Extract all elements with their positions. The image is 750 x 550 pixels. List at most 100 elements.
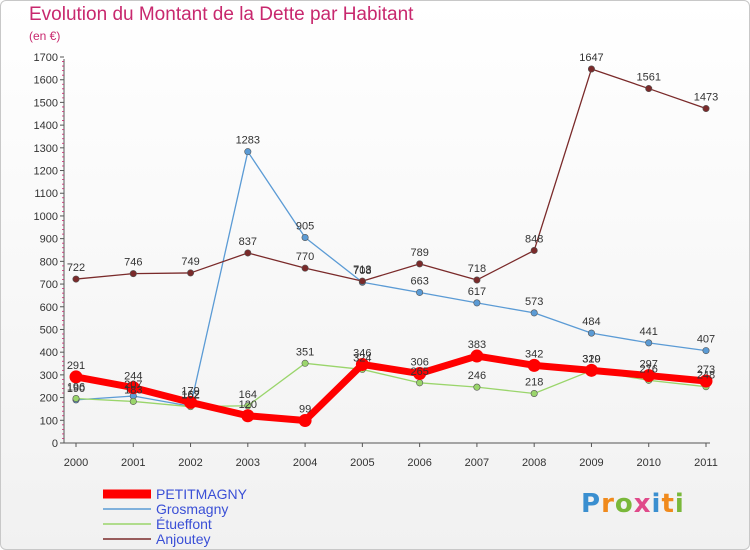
data-label: 905 <box>296 221 314 233</box>
data-label: 306 <box>410 357 428 369</box>
y-tick-label: 1400 <box>34 120 58 132</box>
data-label: 183 <box>124 384 142 396</box>
data-label: 319 <box>582 354 600 366</box>
data-point <box>645 339 653 347</box>
y-tick-label: 1300 <box>34 143 58 155</box>
y-tick-label: 200 <box>40 393 58 405</box>
x-tick-label: 2007 <box>465 457 489 469</box>
data-label: 708 <box>353 265 371 277</box>
data-label: 120 <box>239 399 257 411</box>
data-label: 713 <box>353 264 371 276</box>
data-point <box>527 358 541 372</box>
y-tick-label: 1100 <box>34 188 58 200</box>
data-point <box>530 309 538 317</box>
x-tick-label: 2001 <box>121 457 145 469</box>
data-label: 484 <box>582 316 600 328</box>
series-line-grosmagny <box>75 151 707 407</box>
x-tick-label: 2003 <box>236 457 260 469</box>
data-point <box>473 383 481 391</box>
data-label: 1647 <box>579 52 603 64</box>
data-label: 749 <box>181 256 199 268</box>
data-point <box>184 395 198 409</box>
data-point <box>72 275 80 283</box>
data-label: 722 <box>67 262 85 274</box>
data-point <box>584 363 598 377</box>
data-label: 273 <box>697 364 715 376</box>
data-point <box>470 349 484 363</box>
data-label: 246 <box>468 370 486 382</box>
y-tick-label: 1200 <box>34 166 58 178</box>
data-label: 162 <box>181 390 199 402</box>
y-tick-label: 0 <box>52 438 58 450</box>
data-point <box>241 409 255 423</box>
y-tick-label: 600 <box>40 302 58 314</box>
data-label: 196 <box>67 381 85 393</box>
data-point <box>244 402 252 410</box>
data-label: 342 <box>525 348 543 360</box>
data-label: 179 <box>181 385 199 397</box>
data-point <box>244 148 252 156</box>
data-point <box>358 277 366 285</box>
data-label: 770 <box>296 251 314 263</box>
y-tick-label: 1600 <box>34 75 58 87</box>
legend-label--tueffont: Étueffont <box>156 516 212 532</box>
data-label: 276 <box>640 363 658 375</box>
data-label: 663 <box>410 275 428 287</box>
data-point <box>129 270 137 278</box>
series-line-anjoutey <box>75 68 707 282</box>
data-label: 617 <box>468 286 486 298</box>
data-point <box>702 347 710 355</box>
legend-label-petitmagny: PETITMAGNY <box>156 486 248 502</box>
data-point <box>187 269 195 277</box>
chart-title: Evolution du Montant de la Dette par Hab… <box>29 4 414 25</box>
x-tick-label: 2006 <box>407 457 431 469</box>
data-label: 837 <box>239 236 257 248</box>
data-point <box>301 234 309 242</box>
x-tick-label: 2009 <box>579 457 603 469</box>
data-label: 1283 <box>236 135 260 147</box>
x-tick-label: 2008 <box>522 457 546 469</box>
data-point <box>702 105 710 113</box>
y-tick-label: 1000 <box>34 211 58 223</box>
data-label: 346 <box>353 347 371 359</box>
data-label: 441 <box>640 326 658 338</box>
y-tick-label: 1700 <box>34 52 58 64</box>
x-tick-label: 2005 <box>350 457 374 469</box>
data-point <box>301 359 309 367</box>
data-point <box>642 369 656 383</box>
data-point <box>473 299 481 307</box>
data-point <box>413 367 427 381</box>
x-tick-label: 2000 <box>64 457 88 469</box>
data-label: 162 <box>181 389 199 401</box>
data-point <box>301 264 309 272</box>
data-point <box>416 288 424 296</box>
data-point <box>645 85 653 93</box>
data-point <box>416 379 424 387</box>
data-label: 291 <box>67 360 85 372</box>
data-point <box>587 329 595 337</box>
legend-label-grosmagny: Grosmagny <box>156 501 228 517</box>
x-tick-label: 2010 <box>636 457 660 469</box>
data-label: 164 <box>239 389 257 401</box>
data-label: 320 <box>582 353 600 365</box>
data-point <box>355 357 369 371</box>
data-label: 324 <box>353 352 371 364</box>
y-tick-label: 900 <box>40 234 58 246</box>
data-point <box>699 374 713 388</box>
data-label: 848 <box>525 233 543 245</box>
data-label: 99 <box>299 404 311 416</box>
data-label: 218 <box>525 377 543 389</box>
x-tick-label: 2002 <box>178 457 202 469</box>
data-label: 718 <box>468 263 486 275</box>
data-point <box>244 249 252 257</box>
data-label: 789 <box>410 247 428 259</box>
data-label: 207 <box>124 379 142 391</box>
data-point <box>473 276 481 284</box>
y-tick-label: 100 <box>40 415 58 427</box>
y-tick-label: 700 <box>40 279 58 291</box>
data-point <box>530 246 538 254</box>
chart-subtitle: (en €) <box>29 29 61 43</box>
data-label: 746 <box>124 257 142 269</box>
proxiti-logo: Proxiti <box>581 489 685 519</box>
